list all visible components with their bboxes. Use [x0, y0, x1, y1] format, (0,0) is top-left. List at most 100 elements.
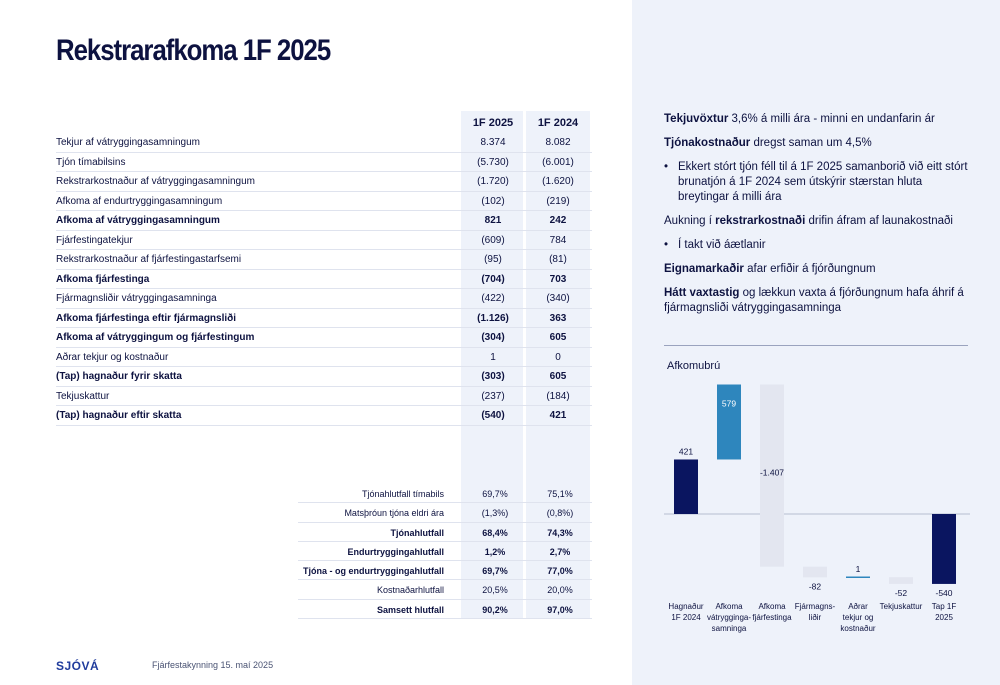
row-label: Tekjur af vátryggingasamningum	[56, 137, 200, 148]
waterfall-value-label: -1.407	[760, 468, 784, 478]
ratio-label: Tjónahlutfall tímabils	[361, 489, 444, 499]
table-row: Aðrar tekjur og kostnaður 1 0	[56, 348, 592, 367]
waterfall-value-label: -52	[895, 588, 908, 598]
column-highlight-2025	[461, 111, 523, 619]
ratio-1f-2024: 2,7%	[549, 546, 571, 557]
waterfall-category-label: Afkoma vátrygginga-samninga	[707, 602, 751, 633]
bullet-dot: •	[664, 161, 669, 173]
row-label: Fjárfestingatekjur	[56, 234, 133, 246]
value-1f-2025: (95)	[484, 254, 502, 265]
note-text: drifin áfram af launakostnaði	[805, 215, 953, 227]
ratio-1f-2025: (1,3%)	[481, 508, 509, 519]
waterfall-bar	[932, 514, 956, 584]
ratio-1f-2024: 74,3%	[547, 527, 573, 538]
table-row: Tekjur af vátryggingasamningum 8.374 8.082	[56, 133, 592, 153]
table-row: Fjárfestingatekjur (609) 784	[56, 231, 592, 250]
bullet-dot: •	[664, 239, 669, 251]
note-operating-cost: Aukning í rekstrarkostnaði drifin áfram …	[664, 214, 969, 229]
note-text: dregst saman um 4,5%	[750, 137, 872, 149]
table-row: Afkoma af vátryggingum og fjárfestingum (…	[56, 328, 592, 348]
note-text: og lækkun vaxta á fjórðungnum hafa áhrif…	[664, 287, 964, 314]
table-row: Fjármagnsliðir vátryggingasamninga (422) (…	[56, 289, 592, 309]
waterfall-bar	[803, 566, 827, 578]
ratio-1f-2025: 69,7%	[482, 566, 508, 577]
commentary: Tekjuvöxtur 3,6% á milli ára - minni en …	[664, 112, 969, 325]
footer-text: Fjárfestakynning 15. maí 2025	[152, 660, 274, 670]
ratio-label: Kostnaðarhlutfall	[376, 585, 444, 596]
value-1f-2025: (1.126)	[477, 312, 509, 324]
row-label: (Tap) hagnaður fyrir skatta	[56, 371, 182, 382]
note-bold: Tekjuvöxtur	[664, 113, 729, 125]
waterfall-bar	[674, 459, 698, 514]
ratio-1f-2024: 20,0%	[547, 585, 573, 596]
ratio-label: Endurtryggingahlutfall	[347, 546, 445, 557]
income-statement-table: 1F 2025 1F 2024 Tekjur af vátryggingasam…	[56, 112, 592, 426]
table-row: Afkoma af vátryggingasamningum 821 242	[56, 211, 592, 231]
waterfall-category-label: Tekjuskattur	[880, 602, 923, 611]
table-row: (Tap) hagnaður eftir skatta (540) 421	[56, 406, 592, 426]
value-1f-2024: 242	[549, 215, 567, 226]
sjova-logo: SJÓVÁ	[56, 659, 100, 673]
ratio-1f-2025: 20,5%	[482, 585, 508, 596]
value-1f-2024: 703	[549, 273, 567, 285]
note-bold: rekstrarkostnaði	[715, 215, 806, 227]
table-row: Rekstrarkostnaður af fjárfestingastarfse…	[56, 250, 592, 270]
ratios-table: Tjónahlutfall tímabils 69,7% 75,1% Matsþróu…	[298, 484, 592, 620]
table-row: Afkoma fjárfestinga eftir fjármagnsliði (…	[56, 309, 592, 328]
value-1f-2024: (184)	[546, 390, 570, 402]
table-row: (Tap) hagnaður fyrir skatta (303) 605	[56, 367, 592, 387]
ratio-row: Tjónahlutfall tímabils 69,7% 75,1%	[298, 484, 592, 504]
column-highlight-2024	[526, 111, 590, 619]
header-1f-2024: 1F 2024	[537, 117, 579, 129]
waterfall-bar	[760, 384, 784, 567]
value-1f-2025: (540)	[481, 410, 505, 421]
value-1f-2025: (303)	[481, 371, 505, 382]
note-bullet-large-claim: • Ekkert stórt tjón féll til á 1F 2025 sa…	[664, 160, 969, 205]
note-text: 3,6% á milli ára - minni en undanfarin á…	[728, 113, 935, 125]
waterfall-category-label: Tap 1F 2025	[932, 602, 957, 622]
waterfall-bar	[717, 384, 741, 460]
table-row: Tekjuskattur (237) (184)	[56, 387, 592, 406]
row-label: Afkoma fjárfestinga	[56, 273, 150, 285]
ratio-1f-2024: 75,1%	[547, 489, 573, 499]
value-1f-2024: 363	[549, 312, 567, 324]
ratio-label: Matsþróun tjóna eldri ára	[344, 508, 444, 519]
waterfall-value-label: -540	[935, 588, 952, 598]
page-title: Rekstrarafkoma 1F 2025	[56, 34, 331, 67]
ratio-row: Tjónahlutfall 68,4% 74,3%	[298, 523, 592, 542]
ratio-1f-2025: 1,2%	[484, 546, 506, 557]
value-1f-2024: (81)	[549, 254, 567, 265]
row-label: Afkoma fjárfestinga eftir fjármagnsliði	[56, 312, 237, 324]
note-text: afar erfiðir á fjórðungnum	[743, 263, 876, 275]
waterfall-category-label: Hagnaður 1F 2024	[668, 602, 703, 622]
waterfall-value-label: 1	[856, 564, 861, 574]
bullet-text: Ekkert stórt tjón féll til á 1F 2025 sam…	[678, 161, 968, 203]
ratio-label: Samsett hlutfall	[376, 604, 444, 615]
value-1f-2025: 821	[484, 215, 502, 226]
waterfall-category-label: Aðrar tekjur og kostnaður	[840, 602, 875, 633]
row-label: Afkoma af endurtryggingasamningum	[56, 195, 223, 207]
value-1f-2025: (304)	[481, 332, 505, 343]
value-1f-2024: (219)	[546, 195, 570, 207]
row-label: Afkoma af vátryggingasamningum	[56, 215, 220, 226]
header-1f-2025: 1F 2025	[472, 117, 514, 129]
value-1f-2025: (422)	[481, 293, 505, 304]
row-label: (Tap) hagnaður eftir skatta	[56, 410, 182, 421]
ratio-row: Matsþróun tjóna eldri ára (1,3%) (0,8%)	[298, 503, 592, 523]
chart-title: Afkomubrú	[667, 360, 721, 372]
note-bullet-plan: • Í takt við áætlanir	[664, 238, 969, 253]
table-header: 1F 2025 1F 2024	[56, 112, 592, 133]
ratio-1f-2025: 90,2%	[482, 604, 508, 615]
row-label: Afkoma af vátryggingum og fjárfestingum	[56, 332, 255, 343]
table-row: Rekstrarkostnaður af vátryggingasamningu…	[56, 172, 592, 192]
note-claims-cost: Tjónakostnaður dregst saman um 4,5%	[664, 136, 969, 151]
waterfall-bar	[889, 577, 913, 584]
ratio-label: Tjónahlutfall	[390, 527, 445, 538]
ratio-1f-2024: 97,0%	[547, 604, 573, 615]
value-1f-2024: (340)	[546, 293, 570, 304]
ratio-row: Samsett hlutfall 90,2% 97,0%	[298, 600, 592, 620]
waterfall-chart: 421 Hagnaður 1F 2024 579 Afkoma vátrygginga-s…	[664, 384, 970, 633]
ratio-row: Kostnaðarhlutfall 20,5% 20,0%	[298, 580, 592, 600]
note-revenue-growth: Tekjuvöxtur 3,6% á milli ára - minni en …	[664, 112, 969, 127]
note-asset-markets: Eignamarkaðir afar erfiðir á fjórðungnum	[664, 262, 969, 277]
